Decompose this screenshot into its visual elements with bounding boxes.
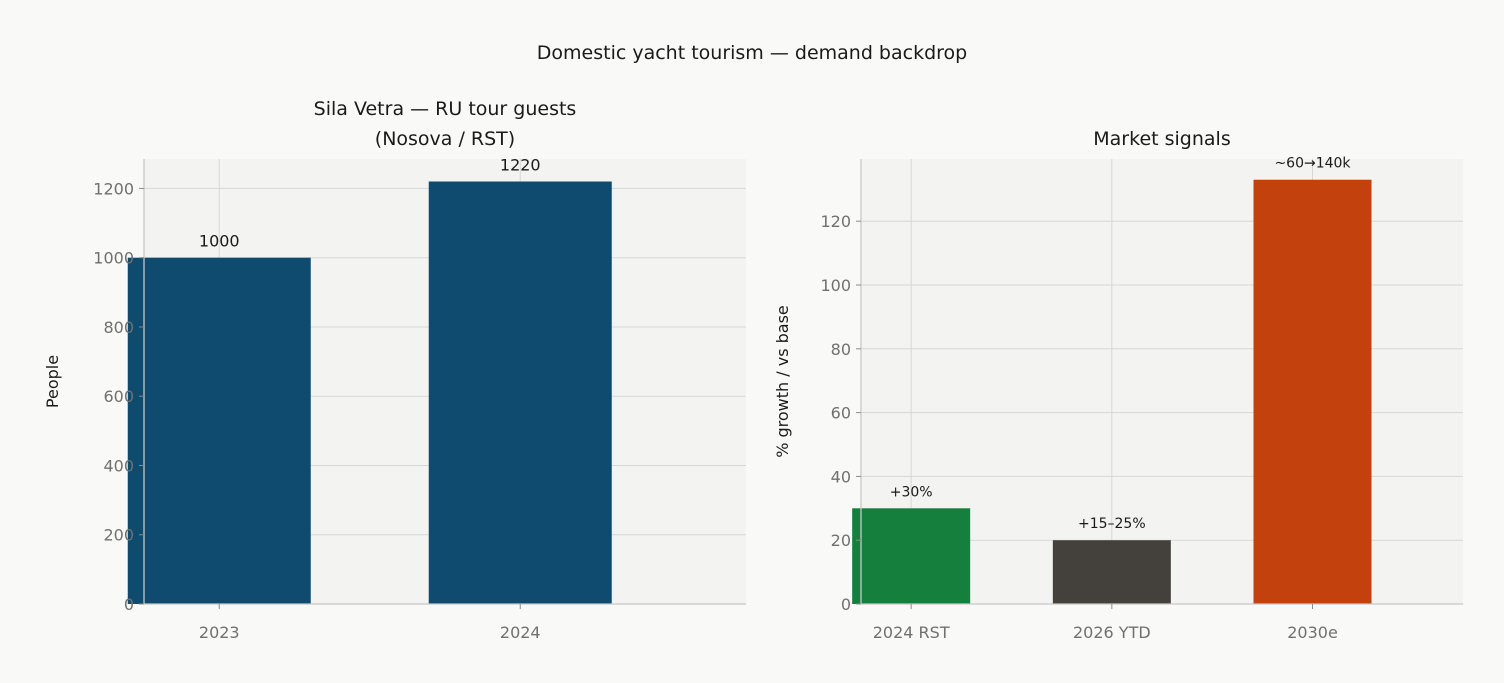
y-tick-label: 0	[841, 595, 851, 614]
y-tick-label: 100	[820, 276, 851, 295]
figure-title: Domestic yacht tourism — demand backdrop	[537, 42, 967, 64]
y-tick-label: 200	[103, 526, 134, 545]
y-tick-label: 400	[103, 456, 134, 475]
guests-chart-panel: 1000 1220 0 200 400 600 800 1000 1200 2023 2024 Peo…	[43, 98, 746, 642]
y-tick-label: 120	[820, 212, 851, 231]
y-tick-label: 80	[831, 340, 851, 359]
y-tick-label: 60	[831, 404, 851, 423]
chart-title: Sila Vetra — RU tour guests	[314, 98, 577, 120]
y-axis-label: % growth / vs base	[773, 305, 792, 458]
data-label: 1220	[500, 156, 541, 175]
data-label: +30%	[890, 484, 933, 500]
market-signals-chart-panel: +30% +15–25% ~60→140k 0 20 40 60 80 100 120 2024 R…	[773, 128, 1463, 642]
y-tick-label: 20	[831, 531, 851, 550]
x-tick-label: 2030e	[1287, 623, 1338, 642]
y-axis-label: People	[43, 355, 62, 408]
x-tick-label: 2024	[500, 623, 541, 642]
bar-2026-ytd	[1052, 540, 1171, 604]
chart-title: (Nosova / RST)	[375, 128, 515, 150]
bar-2030e	[1253, 179, 1372, 604]
data-label: ~60→140k	[1274, 156, 1351, 172]
bar-2024	[428, 181, 612, 604]
y-tick-label: 1200	[93, 179, 134, 198]
x-tick-label: 2023	[199, 623, 240, 642]
data-label: +15–25%	[1078, 516, 1146, 532]
x-tick-label: 2024 RST	[873, 623, 950, 642]
data-label: 1000	[199, 232, 240, 251]
x-tick-label: 2026 YTD	[1073, 623, 1151, 642]
bar-2023	[127, 257, 311, 604]
y-tick-label: 800	[103, 318, 134, 337]
chart-title: Market signals	[1093, 128, 1230, 150]
y-tick-label: 600	[103, 387, 134, 406]
y-tick-label: 0	[124, 595, 134, 614]
y-tick-label: 40	[831, 467, 851, 486]
bar-2024-rst	[852, 508, 971, 604]
y-tick-label: 1000	[93, 249, 134, 268]
